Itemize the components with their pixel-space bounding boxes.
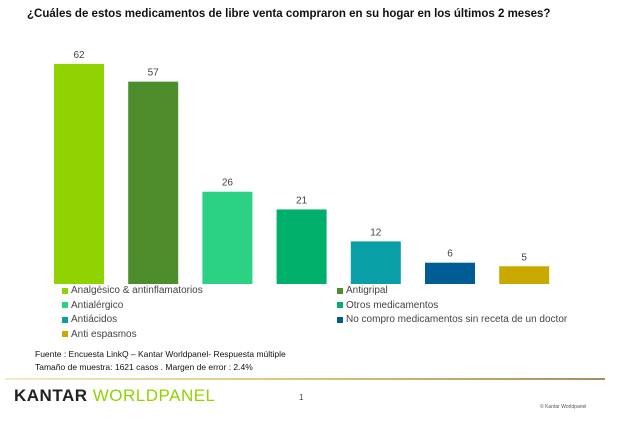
legend-item: Anti espasmos	[62, 329, 137, 340]
data-label: 21	[296, 195, 308, 206]
data-label: 62	[73, 50, 85, 61]
legend-label: Antialérgico	[71, 299, 124, 311]
legend-item: Analgésico & antinflamatorios	[62, 285, 203, 296]
legend-swatch	[62, 331, 68, 337]
bar-3	[202, 191, 253, 284]
bar-6	[425, 262, 475, 284]
legend-label: Analgésico & antinflamatorios	[71, 285, 203, 296]
legend-item: No compro medicamentos sin receta de un …	[337, 314, 567, 325]
bar-2	[128, 81, 179, 285]
legend-label: Antiácidos	[71, 314, 118, 325]
bar-chart: 62 57 26 21 12 6 5	[54, 50, 550, 285]
legend-item: Antialérgico	[62, 300, 123, 311]
sample-note: Tamaño de muestra: 1621 casos . Margen d…	[35, 362, 253, 372]
page-number: 1	[299, 393, 304, 402]
data-label: 26	[222, 178, 234, 189]
data-label: 12	[370, 227, 382, 238]
legend-item: Antigripal	[337, 285, 388, 296]
legend-swatch	[62, 316, 68, 323]
footer-divider	[5, 378, 605, 380]
legend-swatch	[337, 302, 343, 308]
bar-5	[350, 241, 401, 284]
data-label: 6	[447, 249, 453, 260]
bar-7	[499, 266, 550, 284]
data-label: 57	[148, 68, 160, 79]
source-note: Fuente : Encuesta LinkQ – Kantar Worldpa…	[35, 349, 286, 359]
kantar-logo: KANTAR WORLDPANEL	[14, 386, 216, 405]
legend-item: Antiácidos	[62, 314, 117, 325]
legend-swatch	[62, 287, 68, 294]
legend-label: Antigripal	[346, 285, 388, 296]
legend-swatch	[337, 287, 343, 294]
bar-1	[54, 63, 104, 285]
legend-item: Otros medicamentos	[337, 300, 438, 311]
legend-swatch	[337, 316, 343, 323]
bar-4	[276, 209, 327, 284]
chart-title: ¿Cuáles de estos medicamentos de libre v…	[27, 8, 551, 20]
legend-swatch	[62, 302, 68, 308]
legend-label: No compro medicamentos sin receta de un …	[346, 314, 568, 325]
data-label: 5	[521, 252, 527, 263]
copyright: © Kantar Worldpanel	[540, 404, 587, 410]
legend-label: Otros medicamentos	[346, 299, 439, 311]
legend-label: Anti espasmos	[71, 328, 137, 340]
